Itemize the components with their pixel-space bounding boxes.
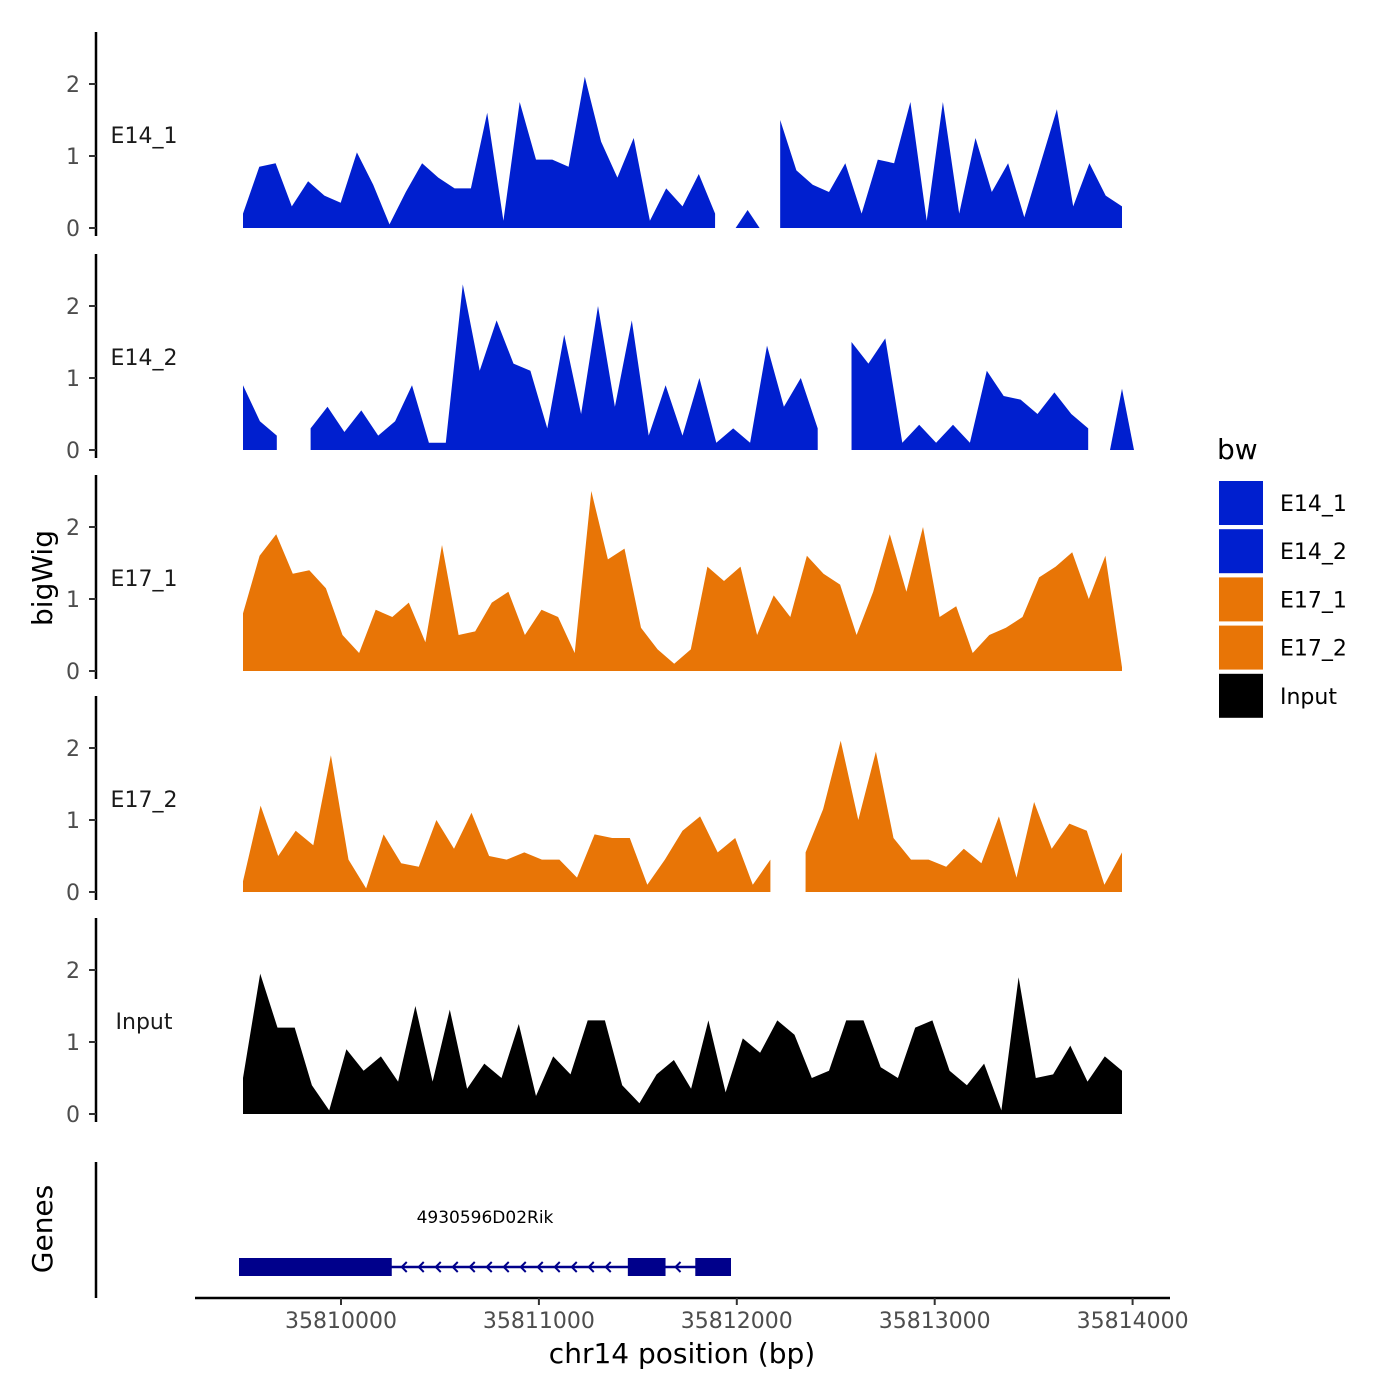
y-tick-label: 2 xyxy=(66,516,80,541)
gene-exon xyxy=(239,1258,392,1276)
strand-arrow xyxy=(417,1261,425,1273)
y-tick-label: 0 xyxy=(66,1103,80,1128)
y-tick-label: 1 xyxy=(66,809,80,834)
y-tick-label: 2 xyxy=(66,737,80,762)
area-E14_2 xyxy=(243,385,277,450)
track-label: E14_1 xyxy=(111,124,178,149)
legend-label: E14_2 xyxy=(1280,540,1347,565)
legend-swatch xyxy=(1219,481,1263,525)
gene-exon xyxy=(627,1258,666,1276)
y-tick-label: 1 xyxy=(66,1031,80,1056)
strand-arrow xyxy=(604,1261,612,1273)
track-E14_2: 0 1 2 E14_2 xyxy=(66,254,1134,464)
area-E14_2 xyxy=(851,338,1089,450)
strand-arrow xyxy=(400,1261,408,1273)
track-label: Input xyxy=(116,1010,173,1035)
y-tick-label: 0 xyxy=(66,881,80,906)
strand-arrow xyxy=(519,1261,527,1273)
y-tick-label: 0 xyxy=(66,660,80,685)
x-tick-label: 35813000 xyxy=(879,1309,991,1334)
strand-arrow xyxy=(434,1261,442,1273)
legend-swatch xyxy=(1219,673,1263,718)
strand-arrow xyxy=(570,1261,578,1273)
legend-label: E17_2 xyxy=(1280,637,1347,662)
gene-name-label: 4930596D02Rik xyxy=(417,1208,554,1228)
strand-arrow xyxy=(674,1261,682,1273)
area-E17_1 xyxy=(243,491,1122,671)
y-tick-label: 1 xyxy=(66,367,80,392)
legend-label: E14_1 xyxy=(1280,492,1347,517)
strand-arrow xyxy=(502,1261,510,1273)
track-Input: 0 1 2 Input xyxy=(66,918,1122,1128)
legend-title: bw xyxy=(1217,433,1258,466)
x-axis: 35810000 35811000 35812000 35813000 35814000 xyxy=(195,1296,1189,1334)
x-tick-label: 35814000 xyxy=(1077,1309,1189,1334)
y-tick-label: 2 xyxy=(66,959,80,984)
track-E17_1: 0 1 2 E17_1 xyxy=(66,475,1122,685)
x-axis-title: chr14 position (bp) xyxy=(549,1337,815,1370)
area-E14_1 xyxy=(243,76,716,228)
y-tick-label: 1 xyxy=(66,145,80,170)
strand-arrow xyxy=(587,1261,595,1273)
legend-swatch xyxy=(1219,529,1263,574)
genes-axis-title: Genes xyxy=(26,1185,59,1273)
y-tick-label: 2 xyxy=(66,73,80,98)
area-E14_1 xyxy=(780,102,1122,228)
y-axis-title: bigWig xyxy=(26,530,59,626)
strand-arrow xyxy=(451,1261,459,1273)
legend: bw E14_1 E14_2 E17_1 E17_2 Input xyxy=(1217,433,1347,718)
legend-swatch xyxy=(1219,625,1263,670)
gene-exon xyxy=(695,1258,731,1276)
x-tick-label: 35810000 xyxy=(285,1309,397,1334)
track-label: E17_2 xyxy=(111,788,178,813)
strand-arrow xyxy=(468,1261,476,1273)
area-E14_2 xyxy=(1110,388,1134,450)
y-tick-label: 0 xyxy=(66,439,80,464)
tracks-group: 0 1 2 E14_1 0 1 2 E14_2 0 1 2 E17_1 0 1 2 E17_2 0 1 2 Input xyxy=(66,32,1134,1128)
legend-swatch xyxy=(1219,577,1263,622)
legend-label: E17_1 xyxy=(1280,588,1347,613)
y-tick-label: 1 xyxy=(66,588,80,613)
y-tick-label: 2 xyxy=(66,295,80,320)
genes-track: 4930596D02Rik xyxy=(94,1162,731,1298)
y-tick-label: 0 xyxy=(66,217,80,242)
strand-arrow xyxy=(485,1261,493,1273)
area-E14_1 xyxy=(735,210,760,228)
x-tick-label: 35812000 xyxy=(681,1309,793,1334)
area-E17_2 xyxy=(805,740,1122,892)
strand-arrow xyxy=(553,1261,561,1273)
track-E14_1: 0 1 2 E14_1 xyxy=(66,32,1122,242)
track-E17_2: 0 1 2 E17_2 xyxy=(66,696,1122,906)
legend-label: Input xyxy=(1280,685,1337,710)
track-label: E14_2 xyxy=(111,346,178,371)
x-tick-label: 35811000 xyxy=(483,1309,595,1334)
track-label: E17_1 xyxy=(111,567,178,592)
area-E14_2 xyxy=(310,284,818,450)
strand-arrow xyxy=(536,1261,544,1273)
area-E17_2 xyxy=(243,755,771,892)
area-Input xyxy=(243,973,1122,1114)
